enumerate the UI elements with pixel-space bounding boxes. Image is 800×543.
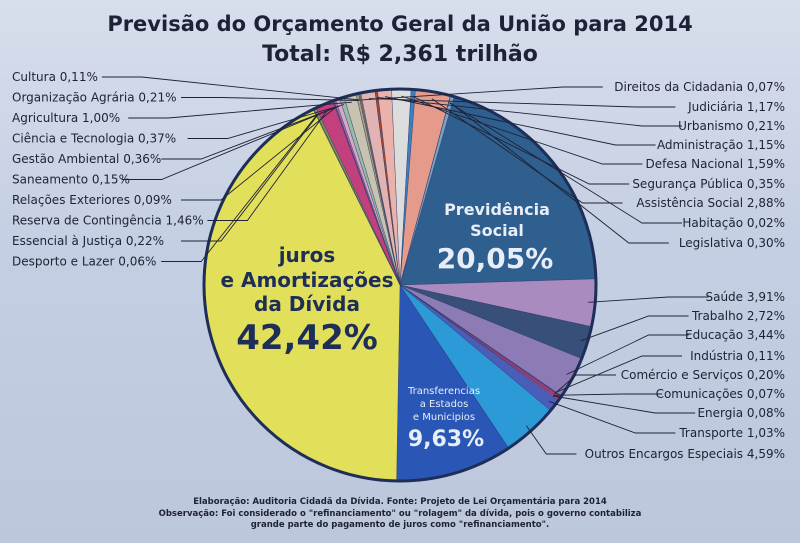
slice-label-right-4: Defesa Nacional 1,59% (646, 157, 785, 171)
leader-line-right-13 (554, 374, 616, 395)
leader-lines (101, 76, 709, 455)
slice-label-right-7: Habitação 0,02% (682, 216, 785, 230)
footer-source: Elaboração: Auditoria Cidadã da Dívida. … (193, 497, 607, 507)
slice-label-right-1: Judiciária 1,17% (687, 100, 785, 114)
slice-label-right-2: Urbanismo 0,21% (678, 119, 785, 133)
slice-label-left-3: Ciência e Tecnologia 0,37% (12, 132, 176, 146)
slice-label-left-6: Relações Exteriores 0,09% (12, 193, 172, 207)
label-juros-line2: e Amortizações (220, 268, 393, 292)
leader-line-right-5 (412, 95, 630, 185)
slice-label-right-13: Comércio e Serviços 0,20% (621, 368, 785, 382)
leader-line-right-17 (525, 425, 577, 455)
label-previdencia-line2: Social (470, 221, 524, 240)
leader-line-left-1 (181, 97, 359, 101)
slice-label-left-5: Saneamento 0,15% (12, 173, 130, 187)
leader-line-left-6 (181, 106, 336, 201)
slice-label-left-2: Agricultura 1,00% (12, 111, 120, 125)
label-juros-line3: da Dívida (254, 292, 360, 316)
label-transf-line2: a Estados (420, 399, 469, 410)
slice-label-right-17: Outros Encargos Especiais 4,59% (585, 447, 785, 461)
slice-label-right-0: Direitos da Cidadania 0,07% (614, 80, 785, 94)
label-previdencia-pct: 20,05% (437, 242, 554, 275)
slice-label-right-3: Administração 1,15% (657, 138, 785, 152)
leader-line-right-12 (555, 355, 682, 393)
leader-line-right-15 (552, 395, 696, 414)
leader-line-left-2 (128, 101, 352, 119)
leader-line-right-10 (580, 315, 689, 342)
slice-label-right-6: Assistência Social 2,88% (636, 196, 785, 210)
slice-label-right-11: Educação 3,44% (685, 328, 785, 342)
label-juros-line1: juros (278, 243, 336, 267)
slice-label-right-14: Comunicações 0,07% (656, 387, 785, 401)
leader-line-right-16 (548, 400, 676, 434)
chart-total: Total: R$ 2,361 trilhão (262, 42, 538, 67)
pie-slices (204, 89, 596, 481)
leader-line-left-8 (181, 114, 319, 242)
leader-line-left-9 (161, 115, 317, 262)
leader-line-right-7 (448, 102, 682, 224)
slice-label-right-5: Segurança Pública 0,35% (632, 177, 785, 191)
leader-line-right-2 (376, 96, 682, 127)
label-previdencia-line1: Previdência (444, 200, 550, 219)
slice-label-right-9: Saúde 3,91% (705, 290, 785, 304)
slice-label-right-10: Trabalho 2,72% (691, 309, 785, 323)
slice-label-left-8: Essencial à Justiça 0,22% (12, 234, 164, 248)
label-transf-line1: Transferencias (407, 386, 480, 397)
leader-line-left-3 (187, 104, 345, 139)
chart-title: Previsão do Orçamento Geral da União par… (107, 12, 693, 36)
slice-label-right-15: Energia 0,08% (697, 406, 785, 420)
leader-line-right-0 (361, 86, 603, 101)
leader-line-left-0 (101, 76, 361, 101)
slice-labels: Cultura 0,11% Organização Agrária 0,21% Ag… (12, 70, 785, 461)
leader-line-left-5 (121, 106, 338, 180)
slice-label-right-12: Indústria 0,11% (690, 349, 785, 363)
leader-line-right-8 (450, 102, 669, 244)
leader-line-right-4 (401, 95, 643, 165)
leader-line-right-3 (385, 96, 656, 146)
footer-note-line2: grande parte do pagamento de juros como … (250, 520, 550, 530)
slice-label-right-16: Transporte 1,03% (678, 426, 785, 440)
slice-label-left-0: Cultura 0,11% (12, 70, 98, 84)
leader-line-right-1 (368, 98, 676, 108)
slice-label-left-9: Desporto e Lazer 0,06% (12, 255, 156, 269)
label-transf-pct: 9,63% (408, 427, 484, 452)
leader-line-left-4 (161, 105, 341, 160)
leader-line-left-7 (207, 110, 328, 221)
slice-label-left-7: Reserva de Contingência 1,46% (12, 214, 204, 228)
footer-note-line1: Observação: Foi considerado o "refinanci… (158, 509, 642, 519)
leader-line-right-9 (588, 296, 709, 303)
pie-outline (202, 87, 598, 483)
slice-label-left-4: Gestão Ambiental 0,36% (12, 152, 161, 166)
leader-line-right-11 (566, 334, 689, 375)
slice-label-right-8: Legislativa 0,30% (679, 236, 785, 250)
slice-label-left-1: Organização Agrária 0,21% (12, 91, 177, 105)
label-transf-line3: e Municipios (413, 412, 475, 423)
leader-line-right-14 (553, 393, 663, 396)
label-juros-pct: 42,42% (236, 318, 378, 358)
